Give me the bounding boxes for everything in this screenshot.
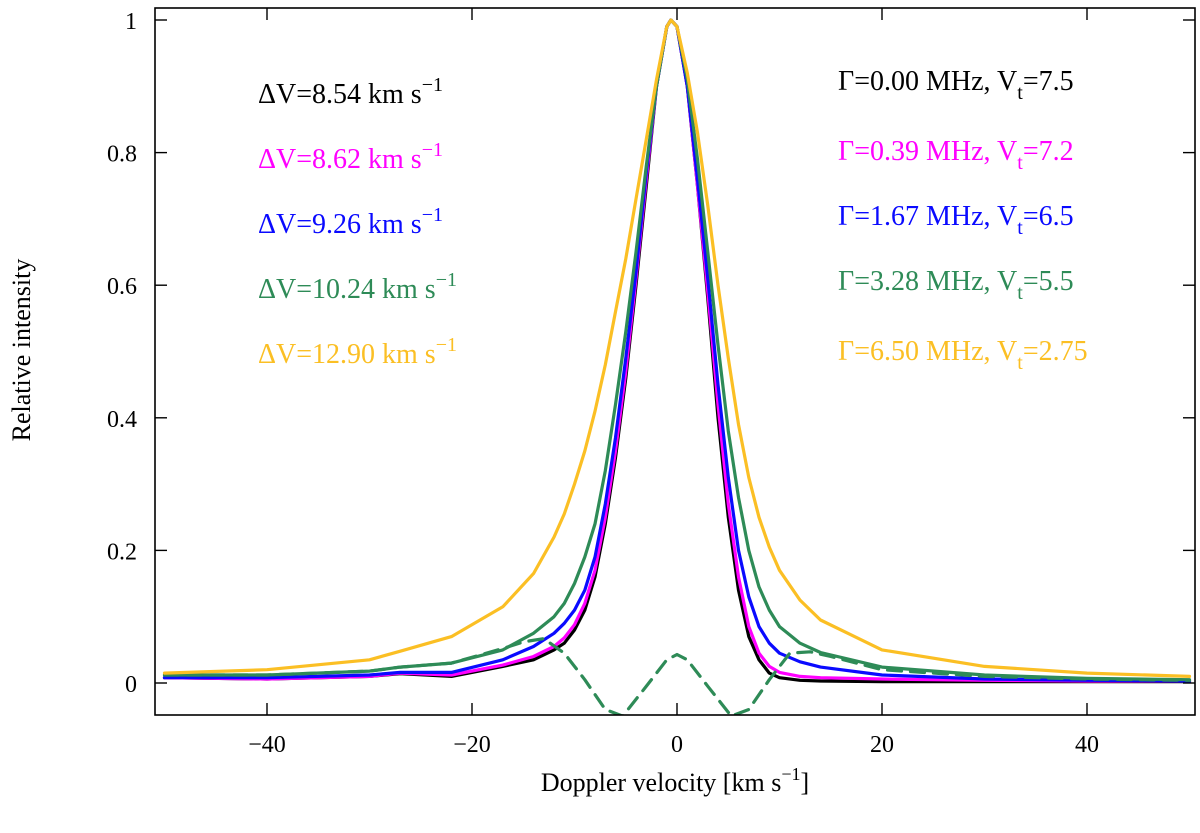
series-line-4: [162, 18, 1192, 678]
annotation-label: Γ=0.00 MHz, Vt=7.5: [838, 66, 1074, 104]
series-layer: [162, 18, 1192, 715]
annotation-superscript: −1: [436, 334, 457, 356]
tick-layer: −40 −20 0 20 40 0 0.2 0.4 0.6 0.8 1: [107, 8, 1195, 758]
x-axis-label-sup: −1: [781, 764, 800, 784]
annotation-text: ΔV=10.24 km s: [258, 274, 436, 305]
annotation-suffix: =2.75: [1023, 336, 1088, 367]
annotation-text: ΔV=8.62 km s: [258, 144, 422, 175]
annotation-text: Γ=0.00 MHz, V: [838, 66, 1017, 97]
annotation-text: ΔV=12.90 km s: [258, 339, 436, 370]
annotation-layer: ΔV=8.54 km s−1ΔV=8.62 km s−1ΔV=9.26 km s…: [258, 66, 1088, 374]
y-tick-label: 0: [125, 672, 137, 698]
annotation-label: ΔV=8.62 km s−1: [258, 139, 443, 175]
x-tick-label: 40: [1075, 732, 1099, 758]
annotation-subscript: t: [1017, 82, 1023, 104]
y-tick-label: 0.8: [107, 142, 137, 168]
annotation-text: Γ=3.28 MHz, V: [838, 266, 1017, 297]
annotation-label: Γ=6.50 MHz, Vt=2.75: [838, 336, 1088, 374]
annotation-suffix: =7.2: [1023, 136, 1074, 167]
x-tick-label: −40: [248, 732, 286, 758]
annotation-suffix: =5.5: [1023, 266, 1074, 297]
annotation-text: Γ=0.39 MHz, V: [838, 136, 1017, 167]
annotation-text: ΔV=9.26 km s: [258, 209, 422, 240]
annotation-label: Γ=0.39 MHz, Vt=7.2: [838, 136, 1074, 174]
annotation-text: Γ=1.67 MHz, V: [838, 201, 1017, 232]
y-tick-label: 0.6: [107, 274, 137, 300]
annotation-superscript: −1: [422, 74, 443, 96]
annotation-label: Γ=3.28 MHz, Vt=5.5: [838, 266, 1074, 304]
annotation-subscript: t: [1017, 152, 1023, 174]
x-axis-label: Doppler velocity [km s−1]: [541, 764, 809, 797]
annotation-label: ΔV=10.24 km s−1: [258, 269, 457, 305]
annotation-superscript: −1: [436, 269, 457, 291]
annotation-subscript: t: [1017, 282, 1023, 304]
annotation-subscript: t: [1017, 352, 1023, 374]
annotation-label: ΔV=12.90 km s−1: [258, 334, 457, 370]
y-tick-label: 0.4: [107, 407, 137, 433]
annotation-subscript: t: [1017, 217, 1023, 239]
annotation-text: Γ=6.50 MHz, V: [838, 336, 1017, 367]
annotation-label: ΔV=9.26 km s−1: [258, 204, 443, 240]
annotation-text: ΔV=8.54 km s: [258, 79, 422, 110]
x-tick-label: 20: [870, 732, 894, 758]
x-axis-label-end: ]: [800, 768, 809, 797]
y-axis-label: Relative intensity: [7, 259, 36, 442]
annotation-suffix: =7.5: [1023, 66, 1074, 97]
annotation-label: ΔV=8.54 km s−1: [258, 74, 443, 110]
x-tick-label: −20: [453, 732, 491, 758]
annotation-suffix: =6.5: [1023, 201, 1074, 232]
y-tick-label: 0.2: [107, 539, 137, 565]
annotation-superscript: −1: [422, 139, 443, 161]
x-axis-label-text: Doppler velocity [km s: [541, 768, 781, 797]
y-tick-label: 1: [125, 9, 137, 35]
annotation-superscript: −1: [422, 204, 443, 226]
annotation-label: Γ=1.67 MHz, Vt=6.5: [838, 201, 1074, 239]
x-tick-label: 0: [671, 732, 683, 758]
plot-frame: [154, 7, 1196, 716]
